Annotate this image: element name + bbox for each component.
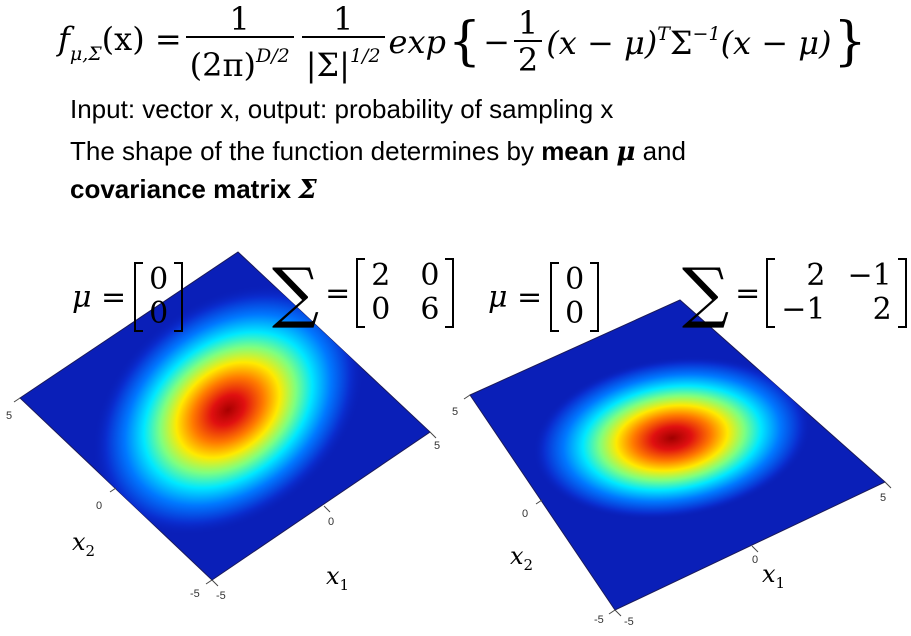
text-line-shape: The shape of the function determines by … — [70, 136, 686, 167]
left-x1-axis-label: x1 — [326, 562, 350, 594]
right-tick-x-mid: 0 — [752, 554, 759, 566]
right-tick-y-mid: 0 — [522, 508, 529, 520]
left-tick-x-top: 5 — [434, 440, 441, 452]
right-tick-y-top: 5 — [452, 406, 459, 418]
formula-normalizer-fraction: 1 (2π)D/2 — [185, 2, 294, 83]
formula-open-brace: { — [448, 12, 482, 72]
left-x2-axis-label: x2 — [72, 528, 96, 560]
right-sigma-matrix: ∑ = 2 −1 −1 2 — [682, 258, 907, 328]
left-tick-x-low: -5 — [216, 590, 226, 602]
left-tick-y-low: -5 — [190, 588, 200, 600]
right-tick-y-low: -5 — [594, 614, 604, 626]
text-line-input-output: Input: vector x, output: probability of … — [70, 94, 614, 124]
right-x1-axis-label: x1 — [762, 560, 786, 592]
gaussian-pdf-formula: fμ,Σ(x) = 1 (2π)D/2 1 |Σ|1/2 exp { − 1 2… — [58, 2, 869, 83]
right-tick-x-low: -5 — [624, 616, 634, 628]
formula-exp: exp — [388, 23, 446, 61]
right-tick-x-top: 5 — [880, 492, 887, 504]
tick-marks — [13, 394, 892, 617]
formula-half-fraction: 1 2 — [513, 6, 543, 78]
text-line-covariance: covariance matrix Σ — [70, 174, 317, 205]
formula-lhs: fμ,Σ(x) = — [58, 19, 182, 65]
right-x2-axis-label: x2 — [510, 542, 534, 574]
formula-close-brace: } — [833, 12, 867, 72]
left-tick-x-mid: 0 — [328, 516, 335, 528]
right-surface — [469, 299, 886, 611]
formula-exponent-body: (x − μ)TΣ−1(x − μ) — [546, 22, 832, 62]
left-tick-y-mid: 0 — [96, 500, 103, 512]
formula-minus: − — [483, 23, 510, 61]
left-tick-y-top: 5 — [6, 410, 13, 422]
formula-determinant-fraction: 1 |Σ|1/2 — [301, 2, 385, 83]
